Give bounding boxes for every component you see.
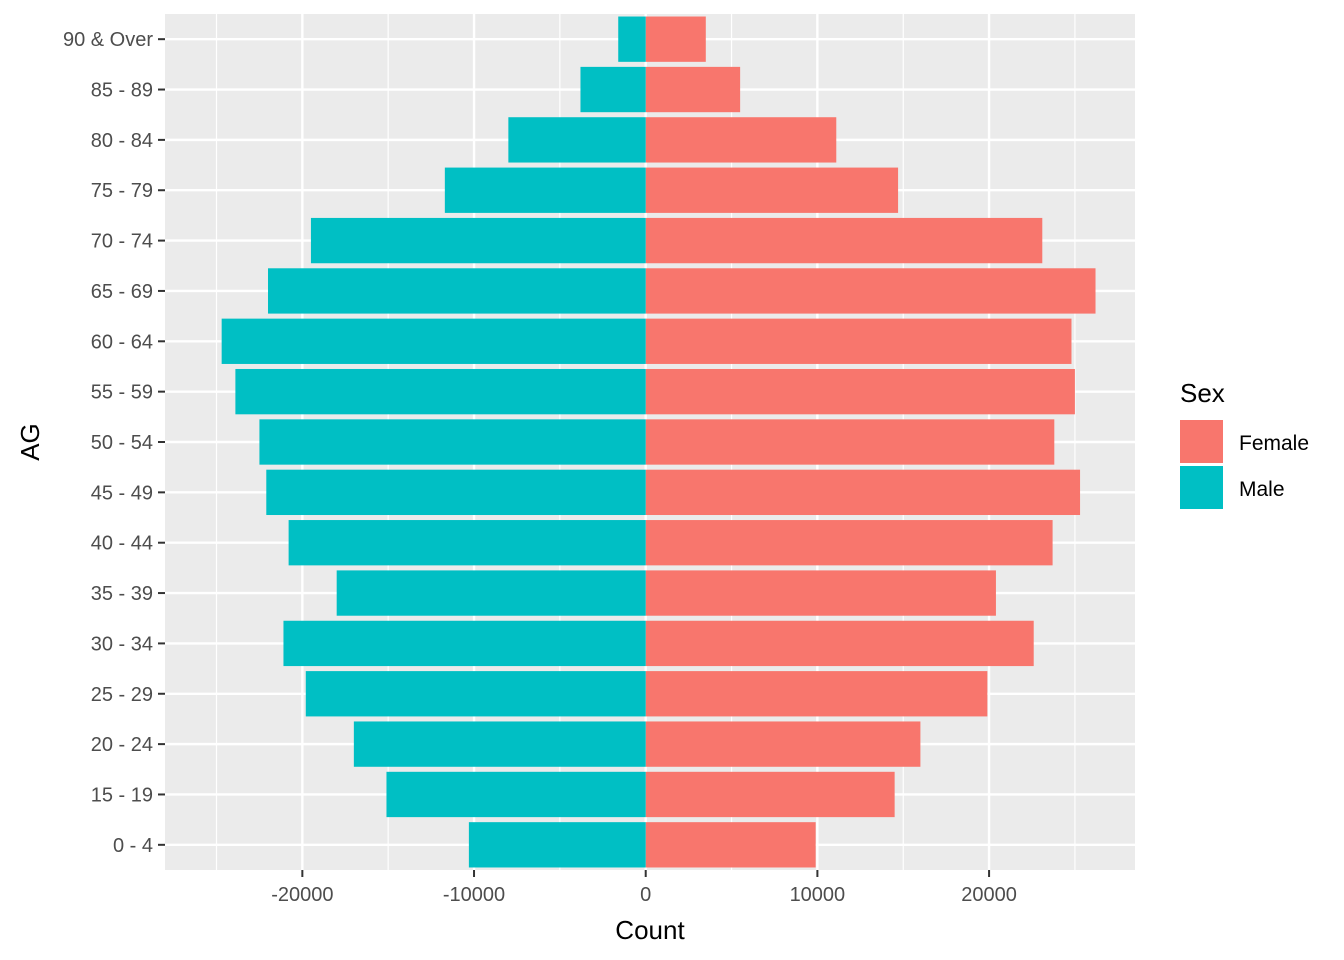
x-tick-label: -20000 xyxy=(271,884,333,906)
bar-female xyxy=(645,469,1081,516)
legend-key-female xyxy=(1180,420,1223,463)
bar-male xyxy=(268,268,646,314)
bar-female xyxy=(645,620,1034,667)
y-tick-label: 40 - 44 xyxy=(91,533,153,555)
bar-female xyxy=(645,570,996,616)
y-tick-label: 75 - 79 xyxy=(91,180,153,202)
x-axis: -20000 -10000 0 10000 20000 xyxy=(271,870,1017,906)
bar-male xyxy=(336,570,646,616)
legend-title: Sex xyxy=(1180,378,1225,408)
bar-female xyxy=(645,520,1053,566)
y-tick-label: 60 - 64 xyxy=(91,331,153,353)
y-tick-label: 65 - 69 xyxy=(91,281,153,303)
y-tick-label: 35 - 39 xyxy=(91,583,153,605)
y-tick-label: 80 - 84 xyxy=(91,130,153,152)
y-tick-label: 15 - 19 xyxy=(91,784,153,806)
bar-male xyxy=(508,117,646,163)
y-tick-label: 45 - 49 xyxy=(91,482,153,504)
y-tick-label: 50 - 54 xyxy=(91,432,153,454)
bar-male xyxy=(235,368,646,415)
y-tick-label: 0 - 4 xyxy=(113,835,153,857)
x-tick-label: 20000 xyxy=(961,884,1017,906)
bar-female xyxy=(645,671,988,717)
y-tick-label: 20 - 24 xyxy=(91,734,153,756)
bar-male xyxy=(259,419,646,465)
bar-female xyxy=(645,822,816,868)
bar-male xyxy=(618,16,646,62)
bar-male xyxy=(288,520,646,566)
bar-female xyxy=(645,318,1072,364)
bar-female xyxy=(645,217,1043,264)
bar-female xyxy=(645,771,895,818)
x-tick-label: 0 xyxy=(640,884,651,906)
x-axis-title: Count xyxy=(615,915,685,945)
legend: Sex Female Male xyxy=(1180,378,1309,509)
legend-key-male xyxy=(1180,466,1223,509)
legend-label: Male xyxy=(1239,478,1285,501)
bar-female xyxy=(645,16,706,62)
bar-female xyxy=(645,117,837,163)
y-tick-label: 30 - 34 xyxy=(91,633,153,655)
bar-male xyxy=(353,721,646,767)
y-tick-label: 70 - 74 xyxy=(91,231,153,253)
bars xyxy=(221,16,1096,868)
y-tick-label: 85 - 89 xyxy=(91,80,153,102)
x-tick-label: -10000 xyxy=(443,884,505,906)
bar-female xyxy=(645,268,1096,314)
bar-male xyxy=(310,217,646,264)
y-tick-label: 90 & Over xyxy=(63,29,153,51)
bar-female xyxy=(645,368,1075,415)
bar-male xyxy=(283,620,646,667)
y-tick-label: 55 - 59 xyxy=(91,382,153,404)
y-axis-title: AG xyxy=(15,423,45,461)
bar-male xyxy=(266,469,646,516)
bar-female xyxy=(645,167,899,213)
bar-male xyxy=(444,167,646,213)
bar-female xyxy=(645,419,1055,465)
bar-male xyxy=(580,66,646,113)
bar-male xyxy=(468,822,646,868)
bar-male xyxy=(221,318,646,364)
x-tick-label: 10000 xyxy=(790,884,846,906)
bar-female xyxy=(645,66,741,113)
legend-label: Female xyxy=(1239,432,1309,455)
y-axis: 0 - 4 15 - 19 20 - 24 25 - 29 30 - 34 35 - 39… xyxy=(63,29,165,857)
bar-male xyxy=(386,771,646,818)
bar-female xyxy=(645,721,921,767)
y-tick-label: 25 - 29 xyxy=(91,684,153,706)
bar-male xyxy=(305,671,646,717)
